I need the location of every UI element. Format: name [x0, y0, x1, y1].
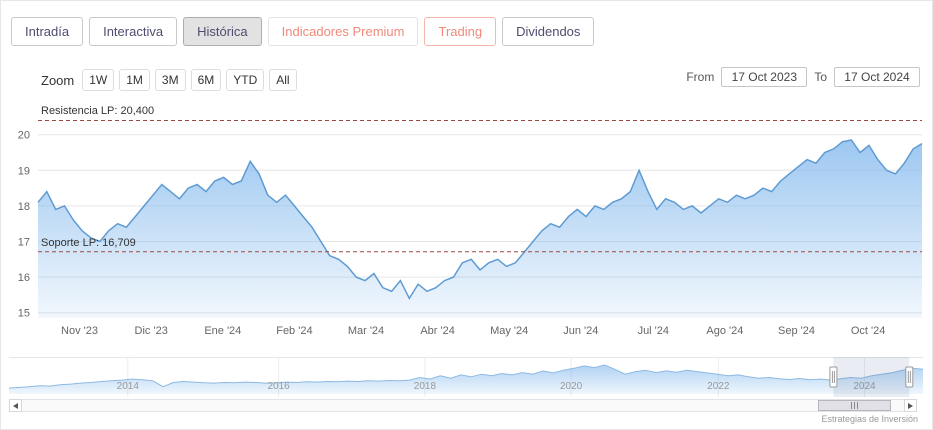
zoom-all-button[interactable]: All — [269, 69, 297, 92]
y-tick-label: 19 — [18, 165, 30, 177]
scrollbar[interactable] — [9, 399, 917, 412]
grip-icon — [850, 402, 858, 409]
credits-link[interactable]: Estrategias de Inversión — [821, 414, 918, 424]
x-tick-label: Nov '23 — [61, 325, 98, 337]
annotation-label-1: Soporte LP: 16,709 — [41, 236, 136, 249]
y-tick-label: 20 — [18, 130, 30, 142]
y-tick-label: 17 — [18, 237, 30, 249]
from-date-input[interactable] — [721, 67, 808, 87]
tab-trading[interactable]: Trading — [424, 17, 497, 46]
x-tick-label: Mar '24 — [348, 325, 384, 337]
x-tick-label: Feb '24 — [276, 325, 312, 337]
navigator-area — [9, 365, 923, 394]
annotation-label-0: Resistencia LP: 20,400 — [41, 105, 155, 118]
navigator-year-label: 2014 — [117, 381, 140, 392]
to-date-input[interactable] — [834, 67, 920, 87]
tab-intradia[interactable]: Intradía — [11, 17, 84, 46]
tab-historica[interactable]: Histórica — [183, 17, 262, 46]
x-tick-label: Jul '24 — [638, 325, 669, 337]
from-label: From — [686, 70, 715, 84]
right-arrow-icon — [908, 402, 913, 409]
navigator-year-label: 2022 — [707, 381, 730, 392]
navigator-svg[interactable]: 2014 2016 2018 2020 2022 2024 — [1, 357, 933, 397]
scrollbar-right-arrow[interactable] — [904, 399, 917, 412]
tab-dividendos[interactable]: Dividendos — [502, 17, 595, 46]
x-tick-label: Dic '23 — [135, 325, 168, 337]
tab-indicadores-premium[interactable]: Indicadores Premium — [267, 17, 419, 46]
scrollbar-track[interactable] — [22, 399, 904, 412]
navigator-year-label: 2024 — [853, 381, 876, 392]
zoom-controls: Zoom 1W 1M 3M 6M YTD All — [41, 69, 920, 92]
price-area — [38, 140, 922, 318]
navigator-year-label: 2020 — [560, 381, 583, 392]
navigator[interactable]: 2014 2016 2018 2020 2022 2024 — [1, 357, 933, 397]
date-range-controls: From To — [686, 67, 920, 87]
left-arrow-icon — [13, 402, 18, 409]
main-chart-svg: 15 16 17 18 19 20 Nov '23 Dic '23 Ene '24 Feb '24… — [18, 120, 923, 337]
navigator-line — [8, 364, 924, 389]
navigator-year-label: 2016 — [267, 381, 290, 392]
to-label: To — [814, 70, 827, 84]
zoom-label: Zoom — [41, 72, 75, 88]
navigator-right-handle[interactable] — [905, 366, 914, 388]
zoom-1w-button[interactable]: 1W — [82, 69, 115, 92]
price-line — [37, 139, 923, 300]
navigator-left-handle[interactable] — [829, 366, 838, 388]
x-tick-label: Ene '24 — [204, 325, 241, 337]
x-tick-label: Jun '24 — [563, 325, 598, 337]
x-tick-label: Abr '24 — [420, 325, 455, 337]
chart-toolbar: Zoom 1W 1M 3M 6M YTD All From To — [41, 67, 920, 93]
x-tick-label: Oct '24 — [851, 325, 886, 337]
scrollbar-left-arrow[interactable] — [9, 399, 22, 412]
zoom-1m-button[interactable]: 1M — [119, 69, 150, 92]
x-tick-label: Ago '24 — [706, 325, 743, 337]
price-chart[interactable]: 15 16 17 18 19 20 Nov '23 Dic '23 Ene '24 Feb '24… — [1, 96, 932, 346]
y-tick-label: 16 — [18, 272, 30, 284]
tab-interactiva[interactable]: Interactiva — [89, 17, 178, 46]
navigator-year-label: 2018 — [414, 381, 437, 392]
y-tick-label: 18 — [18, 201, 30, 213]
y-tick-label: 15 — [18, 308, 30, 320]
zoom-3m-button[interactable]: 3M — [154, 69, 186, 92]
zoom-ytd-button[interactable]: YTD — [226, 69, 265, 92]
x-tick-label: Sep '24 — [778, 325, 815, 337]
x-tick-label: May '24 — [490, 325, 528, 337]
navigator-selection — [833, 357, 910, 397]
scrollbar-thumb[interactable] — [817, 400, 891, 411]
chart-tabs: Intradía Interactiva Histórica Indicador… — [11, 17, 595, 46]
zoom-6m-button[interactable]: 6M — [190, 69, 222, 92]
